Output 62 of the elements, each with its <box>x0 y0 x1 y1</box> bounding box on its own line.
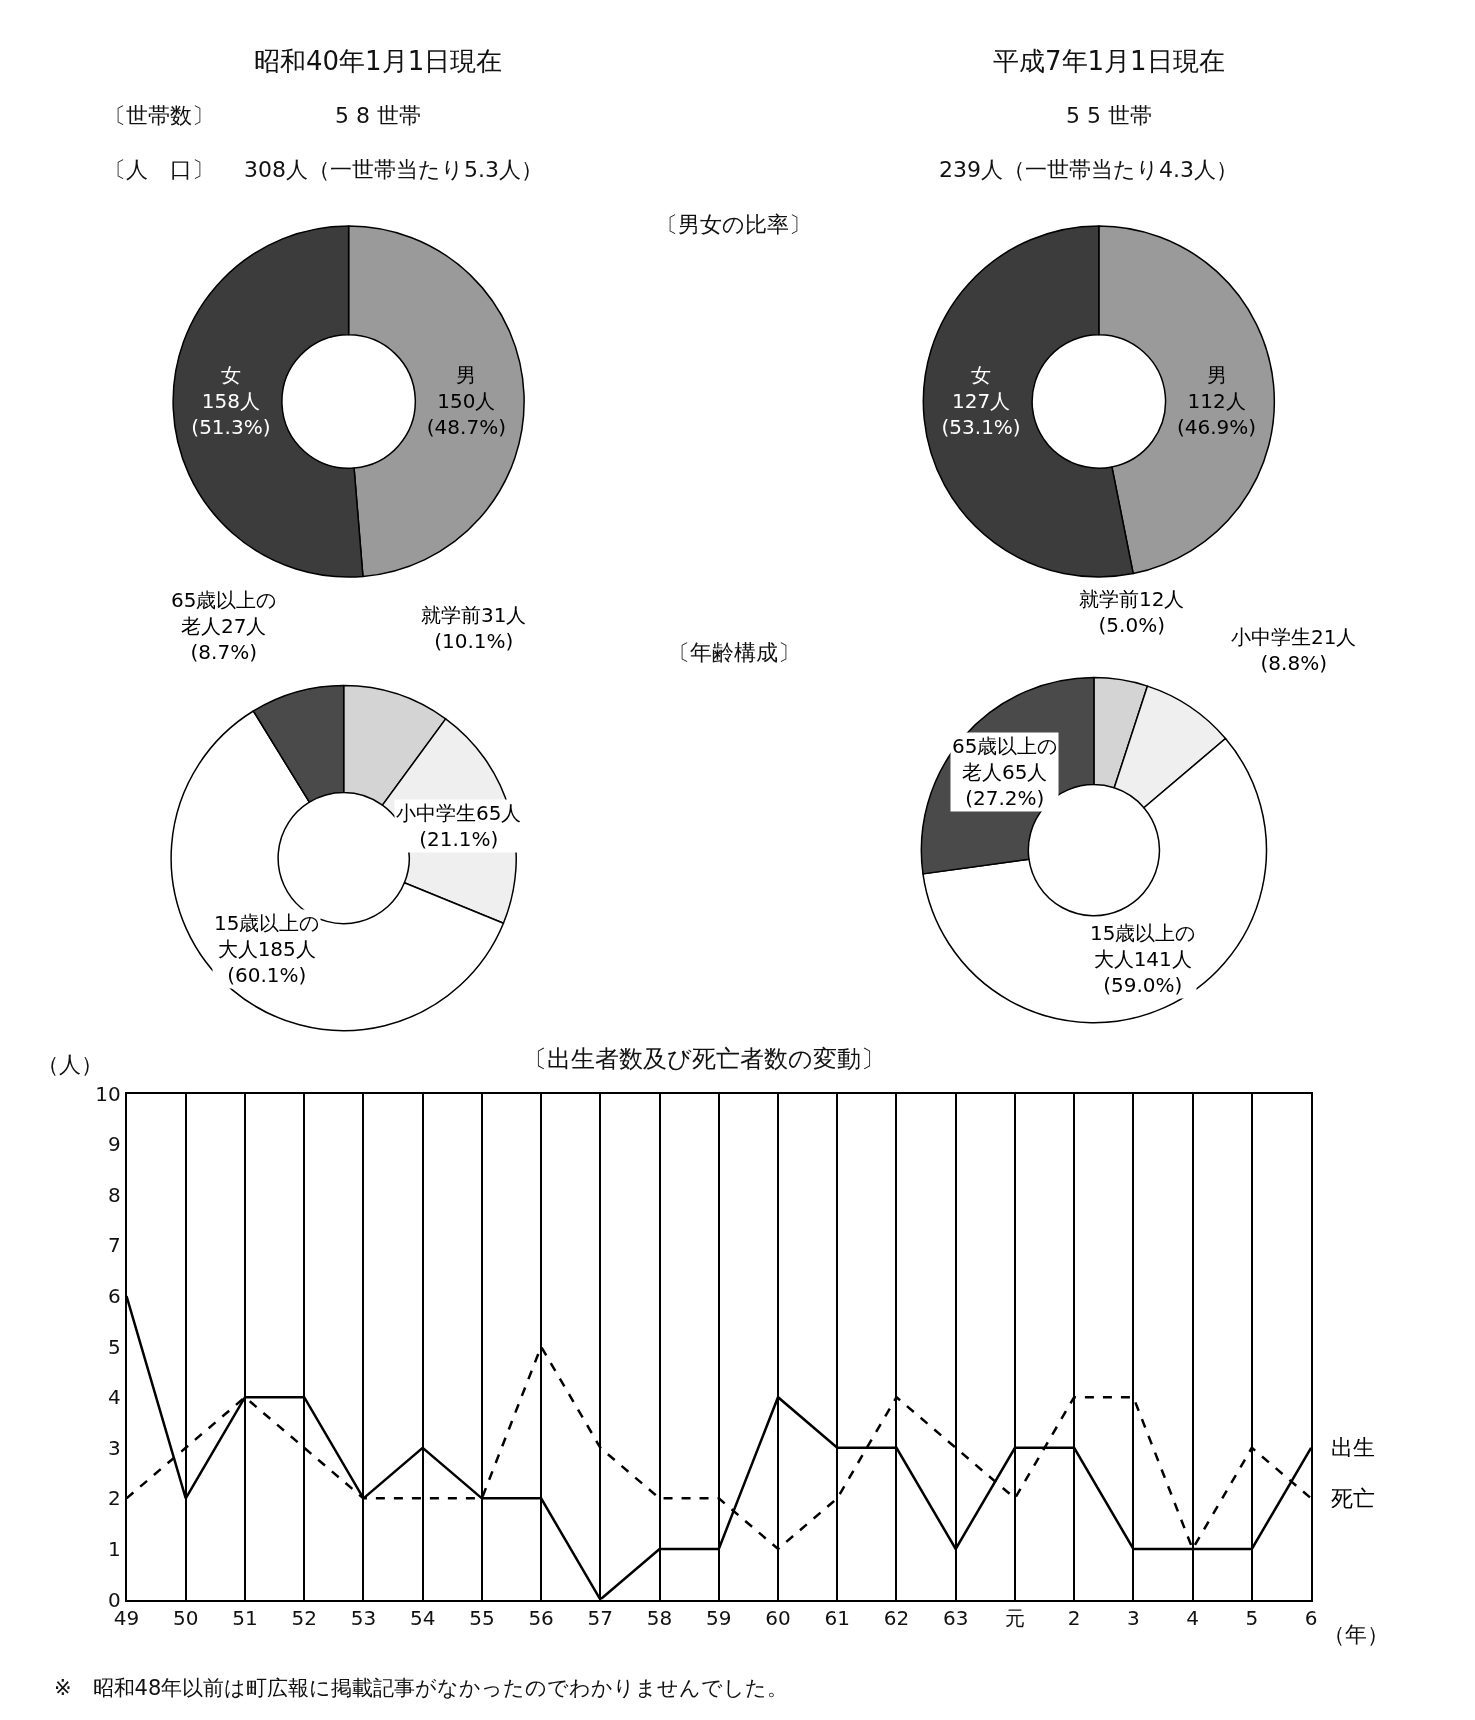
y-tick-label: 3 <box>108 1435 121 1460</box>
x-tick-label: 61 <box>824 1606 850 1631</box>
x-tick-label: 4 <box>1186 1606 1199 1631</box>
x-tick-label: 元 <box>1004 1606 1025 1631</box>
y-tick-label: 1 <box>108 1536 121 1561</box>
x-tick-label: 52 <box>291 1606 317 1631</box>
text: 〔世帯数〕 <box>104 103 214 128</box>
y-tick-label: 6 <box>108 1284 121 1309</box>
y-tick-label: 7 <box>108 1233 121 1258</box>
y-axis-title: （人） <box>37 1052 103 1077</box>
slice-label: 男 <box>456 363 477 388</box>
x-tick-label: 53 <box>350 1606 377 1631</box>
x-tick-label: 57 <box>587 1606 614 1631</box>
series-label: 出生 <box>1331 1435 1375 1460</box>
x-tick-label: 62 <box>883 1606 910 1631</box>
data-label: 112人 (46.9%) <box>1176 389 1257 440</box>
text: 239人（一世帯当たり4.3人） <box>939 157 1238 182</box>
data-label: 158人 (51.3%) <box>191 389 271 440</box>
series-label: 死亡 <box>1331 1486 1375 1511</box>
slice-label: 女 <box>220 363 241 388</box>
x-tick-label: 50 <box>173 1606 199 1631</box>
x-tick-label: 59 <box>706 1606 732 1631</box>
y-tick-label: 2 <box>108 1486 121 1511</box>
chart-title: 〔出生者数及び死亡者数の変動〕 <box>523 1045 885 1073</box>
x-tick-label: 63 <box>942 1606 969 1631</box>
data-label: 150人 (48.7%) <box>426 389 506 440</box>
x-tick-label: 56 <box>528 1606 554 1631</box>
slice-label: 65歳以上の老人27人 (8.7%) <box>171 588 277 664</box>
x-tick-label: 3 <box>1127 1606 1140 1631</box>
y-tick-label: 10 <box>95 1081 121 1106</box>
y-tick-label: 9 <box>108 1132 121 1157</box>
x-tick-label: 51 <box>232 1606 258 1631</box>
slice-label: 小中学生21人 (8.8%) <box>1231 625 1357 675</box>
slice-label: 男 <box>1206 363 1227 388</box>
text: 308人（一世帯当たり5.3人） <box>244 157 543 182</box>
x-tick-label: 2 <box>1067 1606 1081 1631</box>
x-tick-label: 58 <box>646 1606 673 1631</box>
slice-label: 就学前12人 (5.0%) <box>1079 587 1185 637</box>
slice-label: 15歳以上の大人141人 (59.0%) <box>1090 921 1196 997</box>
slice-label: 就学前31人 (10.1%) <box>421 603 527 653</box>
x-tick-label: 55 <box>469 1606 495 1631</box>
text: 5 5 世帯 <box>1066 103 1152 128</box>
slice-label: 15歳以上の大人185人 (60.1%) <box>214 911 320 987</box>
x-axis-title: （年） <box>1323 1622 1389 1647</box>
text: 〔年齢構成〕 <box>668 640 800 665</box>
text: ※ 昭和48年以前は町広報に掲載記事がなかったのでわかりませんでした。 <box>54 1676 789 1700</box>
x-tick-label: 54 <box>409 1606 436 1631</box>
x-tick-label: 5 <box>1245 1606 1259 1631</box>
slice-label: 65歳以上の老人65人 (27.2%) <box>952 734 1058 810</box>
x-tick-label: 6 <box>1304 1606 1318 1631</box>
chart-title: 平成7年1月1日現在 <box>993 46 1225 76</box>
text: 〔人 口〕 <box>104 157 214 182</box>
y-tick-label: 8 <box>108 1182 121 1207</box>
y-tick-label: 4 <box>108 1385 121 1410</box>
slice-label: 女 <box>971 363 992 388</box>
chart-title: 昭和40年1月1日現在 <box>254 46 503 76</box>
text: 5 8 世帯 <box>335 103 421 128</box>
data-label: 127人 (53.1%) <box>941 389 1021 440</box>
x-tick-label: 60 <box>765 1606 791 1631</box>
y-tick-label: 5 <box>108 1334 121 1359</box>
slice-label: 小中学生65人 (21.1%) <box>396 801 522 851</box>
text: 〔男女の比率〕 <box>656 212 811 237</box>
